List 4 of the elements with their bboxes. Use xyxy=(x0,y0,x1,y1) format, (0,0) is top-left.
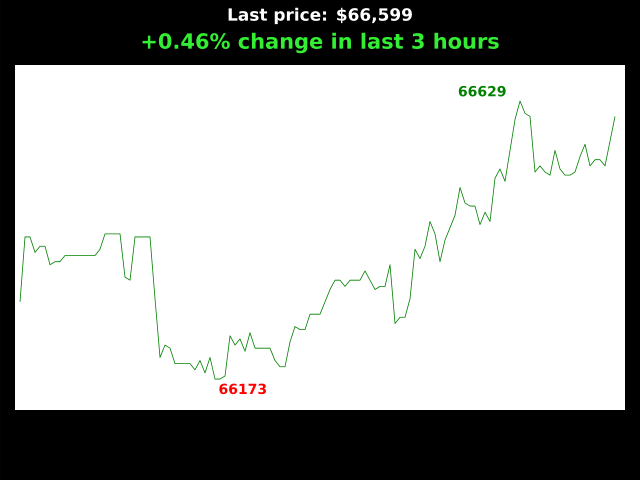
chart-subtitle: +0.46% change in last 3 hours xyxy=(142,32,499,54)
chart-title: Last price: $66,599 xyxy=(228,8,412,24)
text: 66629 xyxy=(458,86,506,96)
annotation: 66173 xyxy=(219,384,266,394)
